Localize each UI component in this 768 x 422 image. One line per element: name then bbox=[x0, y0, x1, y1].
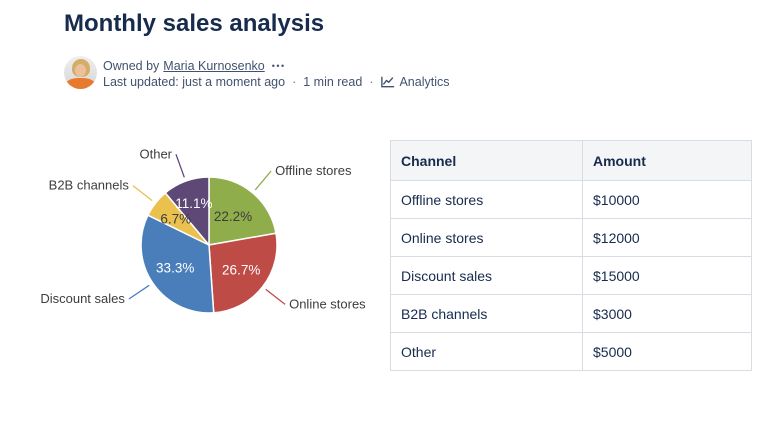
pie-percent-label-discount-sales: 33.3% bbox=[156, 260, 194, 275]
pie-callout-label-online-stores: Online stores bbox=[289, 296, 366, 311]
separator-dot: · bbox=[292, 75, 297, 89]
pie-leader-line-offline-stores bbox=[254, 170, 272, 191]
channel-cell: B2B channels bbox=[390, 294, 583, 333]
amount-cell: $12000 bbox=[582, 218, 752, 257]
more-options-button[interactable]: ••• bbox=[271, 61, 286, 71]
table-row: Other $5000 bbox=[390, 332, 752, 371]
owner-link[interactable]: Maria Kurnosenko bbox=[163, 59, 265, 73]
amount-cell: $15000 bbox=[582, 256, 752, 295]
table-row: B2B channels $3000 bbox=[390, 294, 752, 333]
sales-table: Channel Amount Offline stores $10000 Onlin… bbox=[390, 140, 752, 371]
pie-leader-line-discount-sales bbox=[128, 284, 150, 300]
pie-slice-other bbox=[164, 176, 210, 248]
pie-leader-line-other bbox=[175, 154, 185, 178]
owned-by-label: Owned by bbox=[103, 59, 160, 73]
pie-chart: 22.2% Offline stores 26.7% Online stores 33.… bbox=[40, 146, 366, 314]
amount-cell: $10000 bbox=[582, 180, 752, 219]
amount-cell: $5000 bbox=[582, 332, 752, 371]
channel-header: Channel bbox=[390, 140, 583, 181]
analytics-label: Analytics bbox=[399, 75, 450, 89]
pie-slice-online-stores bbox=[208, 232, 278, 314]
analytics-button[interactable]: Analytics bbox=[380, 75, 450, 90]
avatar-shoulders bbox=[65, 78, 96, 89]
last-updated-label: Last updated: just a moment ago bbox=[103, 75, 286, 89]
channel-cell: Other bbox=[390, 332, 583, 371]
byline-text: Owned by Maria Kurnosenko ••• Last updat… bbox=[103, 56, 450, 90]
table-header-row: Channel Amount bbox=[390, 140, 752, 181]
pie-percent-label-offline-stores: 22.2% bbox=[214, 209, 252, 224]
channel-cell: Online stores bbox=[390, 218, 583, 257]
pie-slice-discount-sales bbox=[140, 214, 215, 314]
amount-cell: $3000 bbox=[582, 294, 752, 333]
avatar[interactable] bbox=[64, 56, 97, 89]
pie-callout-label-b2b-channels: B2B channels bbox=[49, 178, 130, 193]
pie-slice-offline-stores bbox=[208, 176, 277, 246]
byline-line-meta: Last updated: just a moment ago · 1 min … bbox=[103, 75, 450, 90]
pie-percent-label-online-stores: 26.7% bbox=[222, 263, 260, 278]
pie-percent-label-b2b-channels: 6.7% bbox=[160, 212, 191, 227]
avatar-face bbox=[75, 64, 86, 77]
table-row: Online stores $12000 bbox=[390, 218, 752, 257]
pie-leader-line-online-stores bbox=[265, 288, 286, 305]
pie-percent-label-other: 11.1% bbox=[175, 196, 212, 211]
page-title: Monthly sales analysis bbox=[64, 10, 325, 37]
analytics-chart-icon bbox=[381, 76, 395, 88]
amount-header: Amount bbox=[582, 140, 752, 181]
byline: Owned by Maria Kurnosenko ••• Last updat… bbox=[64, 56, 450, 90]
table-row: Offline stores $10000 bbox=[390, 180, 752, 219]
separator-dot: · bbox=[369, 75, 374, 89]
table-row: Discount sales $15000 bbox=[390, 256, 752, 295]
channel-cell: Offline stores bbox=[390, 180, 583, 219]
channel-cell: Discount sales bbox=[390, 256, 583, 295]
pie-callout-label-offline-stores: Offline stores bbox=[275, 163, 352, 178]
pie-callout-label-other: Other bbox=[139, 146, 172, 161]
pie-leader-line-b2b-channels bbox=[132, 185, 153, 202]
pie-callout-label-discount-sales: Discount sales bbox=[40, 291, 125, 306]
read-time-label: 1 min read bbox=[303, 75, 363, 89]
byline-line-owner: Owned by Maria Kurnosenko ••• bbox=[103, 59, 450, 74]
